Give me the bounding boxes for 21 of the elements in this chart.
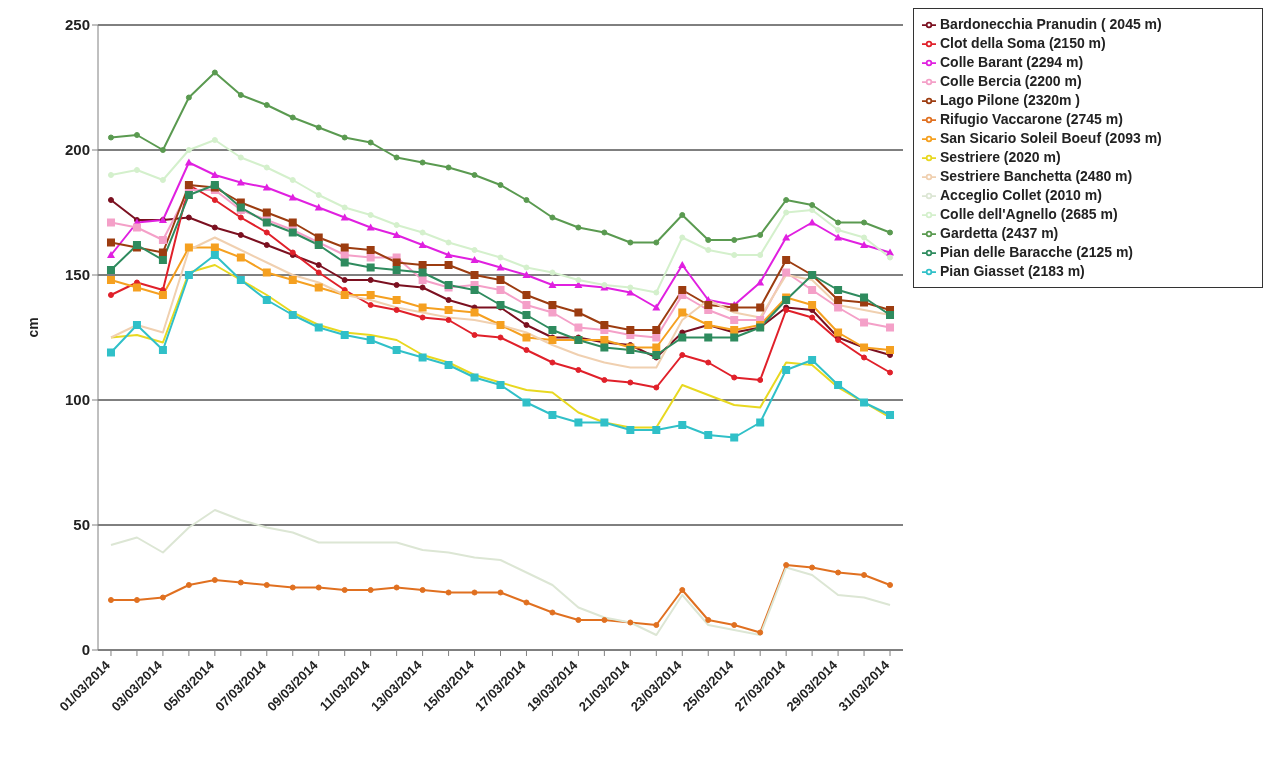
y-tick-label: 200 <box>64 141 90 159</box>
legend-label: Pian delle Baracche (2125 m) <box>940 244 1133 260</box>
legend-label: Sestriere Banchetta (2480 m) <box>940 168 1133 184</box>
y-axis-title: cm <box>24 317 41 338</box>
y-tick-label: 250 <box>64 16 90 34</box>
legend-label: Rifugio Vaccarone (2745 m) <box>940 111 1123 127</box>
legend-label: Colle Barant (2294 m) <box>940 54 1084 70</box>
y-tick-label: 50 <box>73 516 90 534</box>
legend-label: Clot della Soma (2150 m) <box>940 35 1106 51</box>
legend-label: Pian Giasset (2183 m) <box>940 263 1085 279</box>
legend-label: Colle dell'Agnello (2685 m) <box>940 206 1118 222</box>
legend-label: Sestriere (2020 m) <box>940 149 1061 165</box>
legend-label: Lago Pilone (2320m ) <box>940 92 1081 108</box>
y-tick-label: 100 <box>64 391 90 409</box>
legend-label: Gardetta (2437 m) <box>940 225 1059 241</box>
y-tick-label: 150 <box>64 266 90 284</box>
legend-label: San Sicario Soleil Boeuf (2093 m) <box>940 130 1162 146</box>
y-tick-label: 0 <box>81 641 90 659</box>
legend-label: Bardonecchia Pranudin ( 2045 m) <box>940 16 1162 32</box>
legend-label: Colle Bercia (2200 m) <box>940 73 1082 89</box>
legend-label: Acceglio Collet (2010 m) <box>940 187 1102 203</box>
